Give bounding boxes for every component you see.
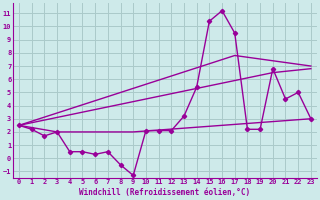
X-axis label: Windchill (Refroidissement éolien,°C): Windchill (Refroidissement éolien,°C) <box>79 188 251 197</box>
